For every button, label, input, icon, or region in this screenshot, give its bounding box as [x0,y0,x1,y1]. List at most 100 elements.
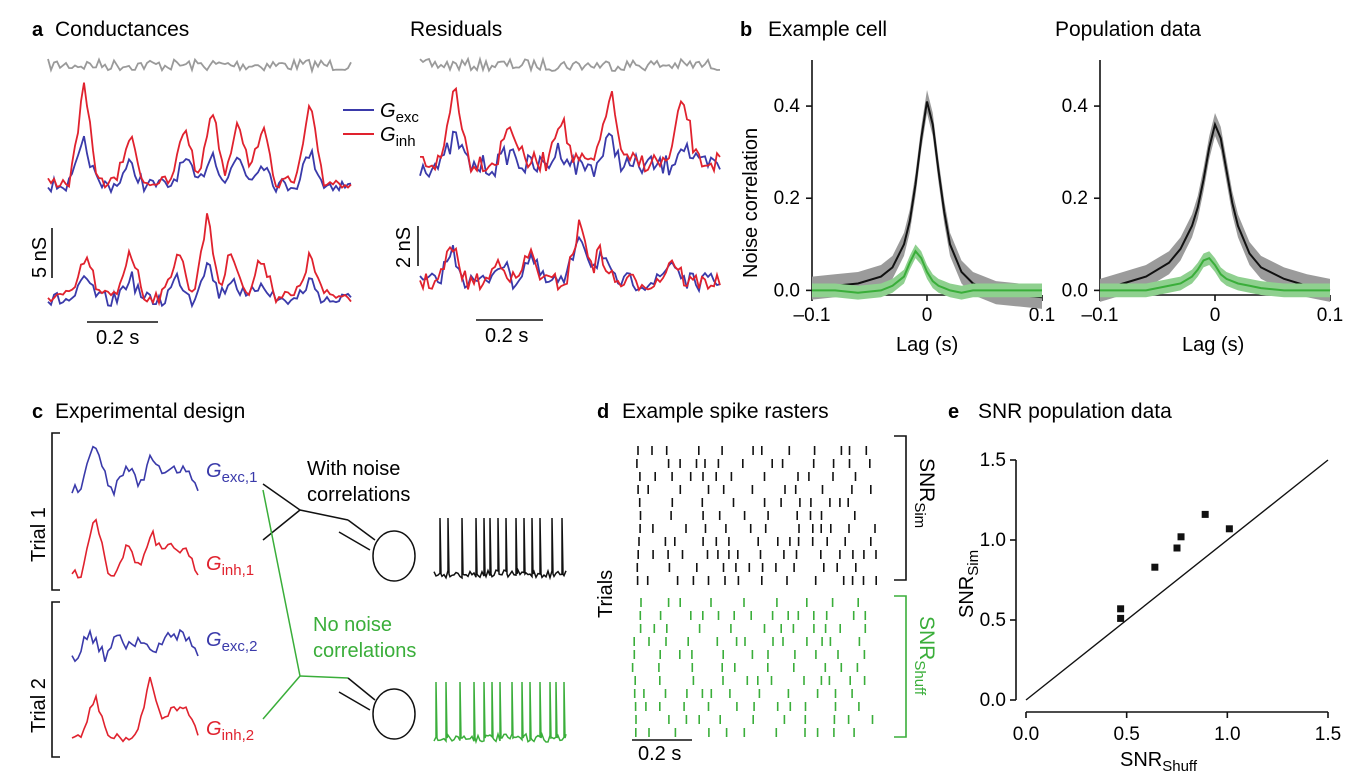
total-correlation-band [1100,112,1330,302]
panel-a: a Conductances Residuals Gexc Ginh 5 nS … [29,18,721,349]
trial2-inh-trace [71,676,199,743]
y-tick-label: 1.5 [980,450,1006,471]
panel-e-title: SNR population data [978,400,1172,423]
lag-xlabel-right: Lag (s) [1182,334,1244,356]
with-corr-spike-trace [433,517,567,581]
raster-time-label: 0.2 s [638,743,681,765]
conductance-traces [47,55,721,309]
x-tick-label: 0.5 [1113,724,1139,745]
data-point [1225,525,1233,533]
trial1-inh-trace [71,518,199,579]
panel-b-letter: b [740,19,752,41]
x-tick-label: 0.1 [1317,305,1343,326]
trial-traces [71,445,199,743]
data-point [1173,544,1181,552]
y-tick-label: 0.0 [774,280,800,301]
x-tick-label: 0 [1210,305,1221,326]
conductance-sum-trace [47,57,352,75]
g-exc-1-label: Gexc,1 [206,460,257,486]
snr-shuff-label: SNRShuff [911,616,938,696]
noise-correlation-ylabel: Noise correlation [740,128,762,278]
x-tick-label: –0.1 [794,305,831,326]
legend-inh-label: Ginh [380,124,416,150]
lag-xlabel-left: Lag (s) [896,334,958,356]
y-tick-label: 0.2 [1062,188,1088,209]
inh-residual-2 [419,219,721,293]
panel-d: d Example spike rasters Trials SNRSim SN… [595,400,938,765]
trials-ylabel: Trials [595,570,617,618]
x-tick-label: 1.5 [1315,724,1341,745]
y-tick-label: 1.0 [980,530,1006,551]
scale-2ns-label: 2 nS [393,227,415,268]
with-corr-dendrite-a [347,519,376,541]
inh-residual-1 [420,86,721,175]
trial1-exc-trace [71,445,199,498]
panel-c: c Experimental design Trial 1 Trial 2 Ge… [28,400,567,758]
panel-e: e SNR population data 0.0 0.0 0.5 0.5 1.0 1.0… [948,400,1341,775]
population-title: Population data [1055,18,1201,41]
x-tick-label: 0 [922,305,933,326]
shuffled-correlation-band [1100,251,1330,298]
snr-sim-ylabel: SNRSim [956,550,982,618]
inh-trace-1 [47,82,352,190]
with-corr-wires [262,483,302,541]
population-plot: 0.0 0.2 0.4 –0.1 0 0.1 [1062,60,1343,326]
spike-rasters [631,446,878,737]
no-noise-line2: correlations [313,640,416,662]
time-label-right: 0.2 s [485,325,528,347]
with-corr-trunk [299,509,349,521]
unity-line [1025,459,1329,701]
shuffled-correlation-line [1100,256,1330,292]
panel-e-letter: e [948,401,959,423]
snr-scatter-plot: 0.0 0.0 0.5 0.5 1.0 1.0 1.5 1.5 [980,450,1342,745]
sim-bracket [894,435,907,581]
data-point [1201,510,1209,518]
with-corr-dendrite-b [338,531,371,551]
legend-exc-label: Gexc [380,100,419,126]
with-noise-line1: With noise [307,458,400,480]
g-inh-2-label: Ginh,2 [206,718,254,744]
example-cell-plot: 0.0 0.2 0.4 –0.1 0 0.1 [774,60,1055,326]
y-tick-label: 0.0 [1062,280,1088,301]
x-tick-label: –0.1 [1082,305,1119,326]
data-point [1117,605,1125,613]
x-tick-label: 0.0 [1013,724,1039,745]
time-label-left: 0.2 s [96,327,139,349]
panel-c-letter: c [32,401,43,423]
y-tick-label: 0.5 [980,610,1006,631]
trial-1-bracket [51,432,60,591]
g-exc-2-label: Gexc,2 [206,629,257,655]
snr-shuff-xlabel: SNRShuff [1120,749,1198,775]
shuffled-correlation-line [812,249,1042,294]
no-corr-spike-trace [433,681,567,745]
shuff-bracket [894,595,907,738]
with-noise-line2: correlations [307,484,410,506]
example-cell-title: Example cell [768,18,887,41]
neuron-with-corr [372,530,416,582]
trial-1-label: Trial 1 [28,507,50,562]
no-noise-line1: No noise [313,614,392,636]
trial-2-bracket [51,601,60,758]
y-tick-label: 0.0 [980,690,1006,711]
no-corr-trunk [299,675,349,679]
trial-2-label: Trial 2 [28,678,50,733]
snr-sim-label: SNRSim [911,458,938,528]
x-tick-label: 1.0 [1214,724,1240,745]
y-tick-label: 0.4 [1062,96,1089,117]
residual-sum-trace [419,55,721,74]
scale-5ns-label: 5 nS [29,237,51,278]
panel-d-letter: d [597,401,609,423]
panel-a-title: Conductances [55,18,189,41]
panel-b: b Example cell Population data Noise cor… [740,18,1343,356]
no-corr-dendrite-b [338,691,371,711]
residuals-title: Residuals [410,18,502,41]
panel-a-letter: a [32,19,44,41]
data-point [1151,563,1159,571]
data-point [1177,533,1185,541]
y-tick-label: 0.4 [774,96,801,117]
data-point [1117,614,1125,622]
x-tick-label: 0.1 [1029,305,1055,326]
y-tick-label: 0.2 [774,188,800,209]
panel-d-title: Example spike rasters [622,400,829,423]
